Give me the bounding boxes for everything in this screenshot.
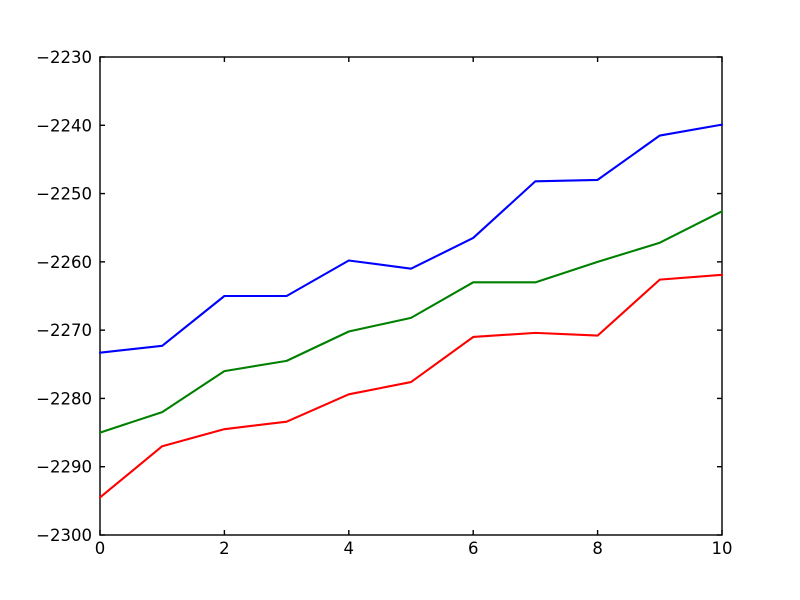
x-tick-label: 2 [219,539,230,558]
y-axis-tick-labels: −2300 −2290 −2280 −2270 −2260 −2250 −2240 −2230 [36,48,92,545]
y-tick-label: −2250 [36,185,92,204]
y-tick-label: −2230 [36,48,92,67]
y-tick-label: −2300 [36,526,92,545]
series-line-red [98,273,724,499]
x-tick-label: 0 [95,539,106,558]
x-tick-label: 8 [592,539,603,558]
y-tick-label: −2260 [36,253,92,272]
axes-frame [99,56,723,536]
tick-marks [99,56,723,536]
y-tick-label: −2280 [36,389,92,408]
x-axis-tick-labels: 0 2 4 6 8 10 [95,539,733,558]
series-line-blue [98,123,724,354]
x-tick-label: 6 [468,539,479,558]
y-tick-label: −2240 [36,116,92,135]
x-tick-label: 10 [712,539,733,558]
data-series-group [98,123,724,499]
y-tick-label: −2290 [36,458,92,477]
plot-area-border [99,56,723,536]
series-line-green [98,210,724,434]
y-tick-label: −2270 [36,321,92,340]
x-tick-label: 4 [344,539,355,558]
